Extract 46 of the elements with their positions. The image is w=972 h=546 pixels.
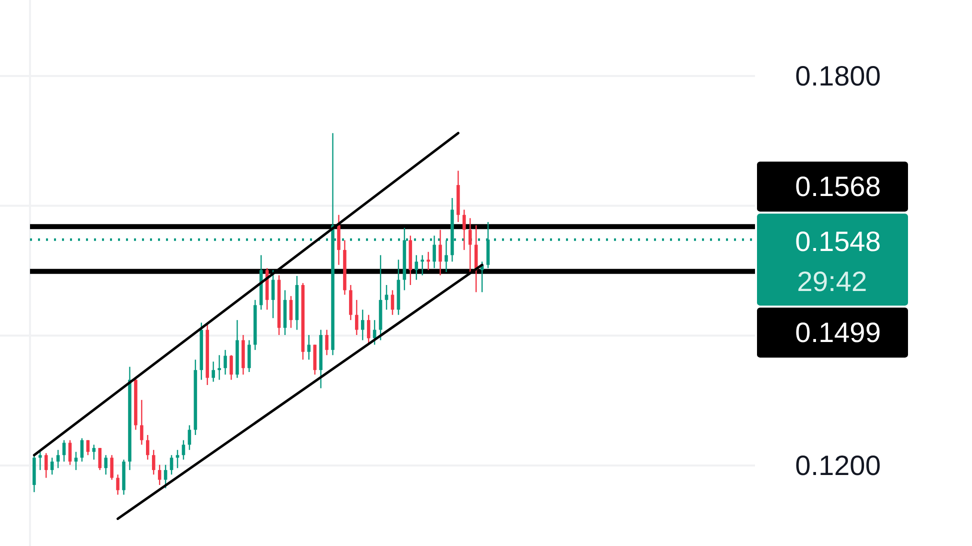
candlestick (152, 449, 156, 476)
candlestick (140, 399, 144, 446)
candlestick (80, 438, 84, 462)
candlestick (170, 454, 174, 476)
candlestick (248, 340, 251, 373)
candlestick (230, 354, 233, 380)
candlestick (158, 464, 162, 486)
candlestick (86, 440, 90, 456)
candlestick (92, 444, 96, 460)
candlestick (146, 434, 150, 460)
y-tick-label: 0.1800 (795, 60, 881, 92)
ref-line-label: 0.1568 (795, 171, 881, 202)
candlestick (384, 284, 388, 310)
candlestick (224, 349, 227, 376)
candlestick (426, 251, 430, 271)
candlestick (289, 295, 293, 328)
candlestick (38, 451, 42, 471)
candlestick (44, 452, 48, 478)
ref-line-label: 0.1499 (795, 317, 881, 348)
candlestick (68, 440, 72, 466)
candlestick (104, 454, 108, 476)
candlestick (98, 447, 102, 471)
candlestick (307, 334, 311, 360)
candlestick (366, 314, 370, 346)
candlestick (212, 361, 215, 382)
candlestick (74, 451, 78, 471)
candlestick (462, 209, 466, 251)
candlestick (414, 254, 418, 280)
candlestick (355, 299, 358, 336)
candlestick (50, 457, 54, 476)
y-tick-label: 0.1200 (795, 450, 881, 481)
candlestick (56, 449, 60, 469)
candlestick (438, 229, 442, 276)
candlestick (271, 269, 275, 319)
candlestick (164, 464, 168, 489)
candlestick (110, 454, 114, 480)
text: 29:42 (796, 266, 868, 298)
candlestick (390, 290, 394, 316)
candlestick (468, 218, 472, 273)
candlestick (325, 329, 328, 356)
candlestick (420, 254, 424, 276)
candlestick (218, 354, 221, 380)
candlestick (116, 474, 120, 496)
ref-line-label: 0.1548 (795, 226, 881, 258)
candlestick (361, 309, 364, 341)
candlestick (182, 440, 186, 460)
